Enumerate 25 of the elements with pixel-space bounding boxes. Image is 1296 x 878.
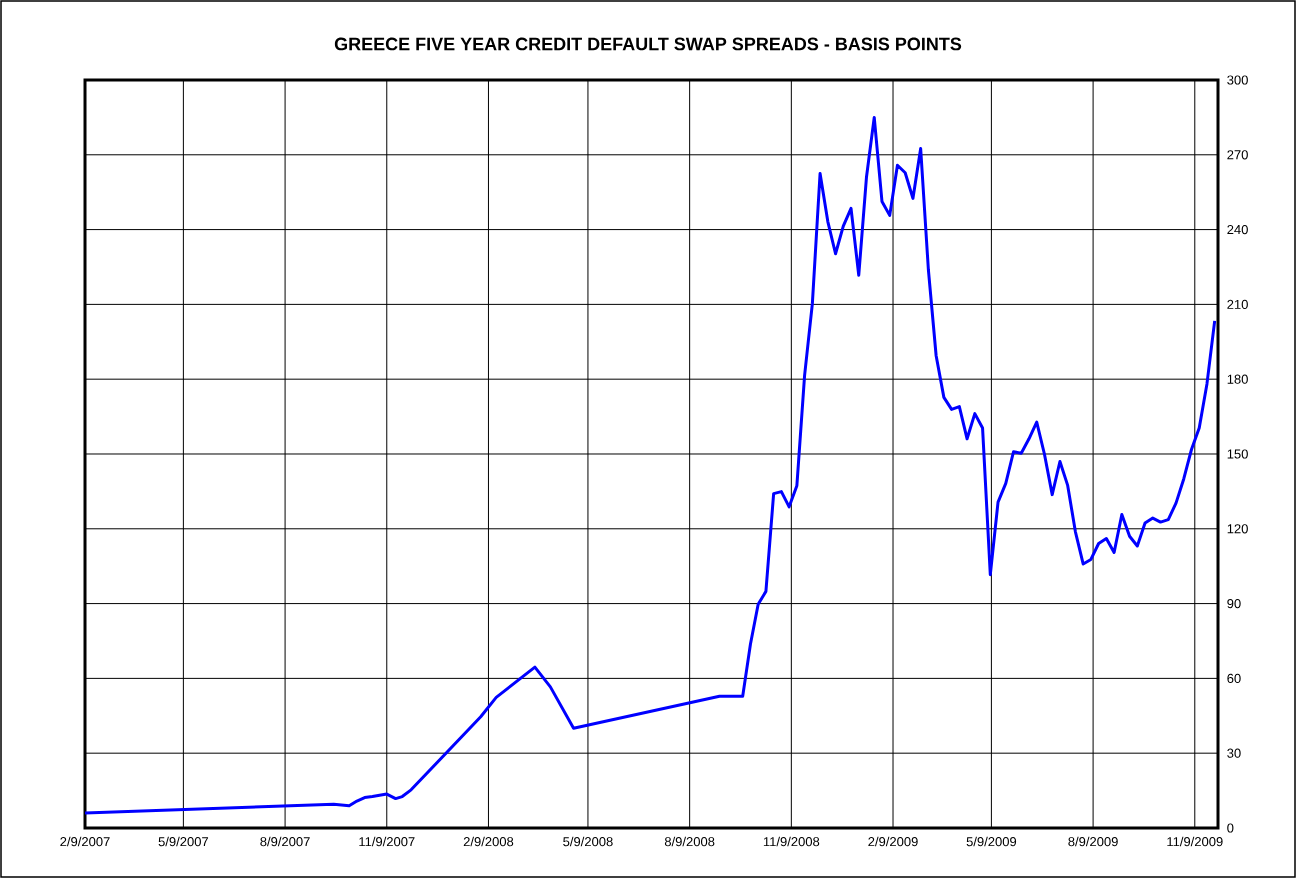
x-tick-label: 2/9/2008 bbox=[463, 836, 514, 847]
y-tick-label: 150 bbox=[1227, 449, 1248, 459]
y-tick-label: 270 bbox=[1227, 150, 1248, 160]
x-tick-label: 5/9/2009 bbox=[966, 836, 1017, 847]
y-tick-label: 210 bbox=[1227, 299, 1248, 309]
x-tick-label: 8/9/2007 bbox=[260, 836, 310, 847]
x-tick-label: 2/9/2009 bbox=[868, 836, 918, 847]
y-tick-label: 30 bbox=[1227, 748, 1241, 758]
y-tick-label: 180 bbox=[1227, 374, 1248, 384]
x-tick-label: 5/9/2008 bbox=[563, 836, 613, 847]
x-tick-label: 11/9/2007 bbox=[359, 836, 415, 847]
x-tick-label: 11/9/2008 bbox=[763, 836, 820, 847]
y-tick-label: 60 bbox=[1227, 673, 1241, 683]
chart-title: GREECE FIVE YEAR CREDIT DEFAULT SWAP SPREADS - BASIS POINTS bbox=[334, 37, 962, 51]
y-tick-label: 300 bbox=[1227, 75, 1248, 85]
x-tick-label: 2/9/2007 bbox=[60, 836, 110, 847]
x-tick-label: 8/9/2009 bbox=[1068, 836, 1118, 847]
y-tick-label: 120 bbox=[1227, 524, 1248, 534]
x-tick-label: 8/9/2008 bbox=[664, 836, 715, 847]
y-tick-label: 90 bbox=[1227, 598, 1241, 609]
x-tick-label: 5/9/2007 bbox=[158, 836, 209, 847]
line-series bbox=[85, 115, 1217, 815]
y-tick-label: 0 bbox=[1227, 823, 1234, 833]
x-tick-label: 11/9/2009 bbox=[1167, 836, 1223, 847]
y-tick-label: 240 bbox=[1227, 224, 1248, 235]
